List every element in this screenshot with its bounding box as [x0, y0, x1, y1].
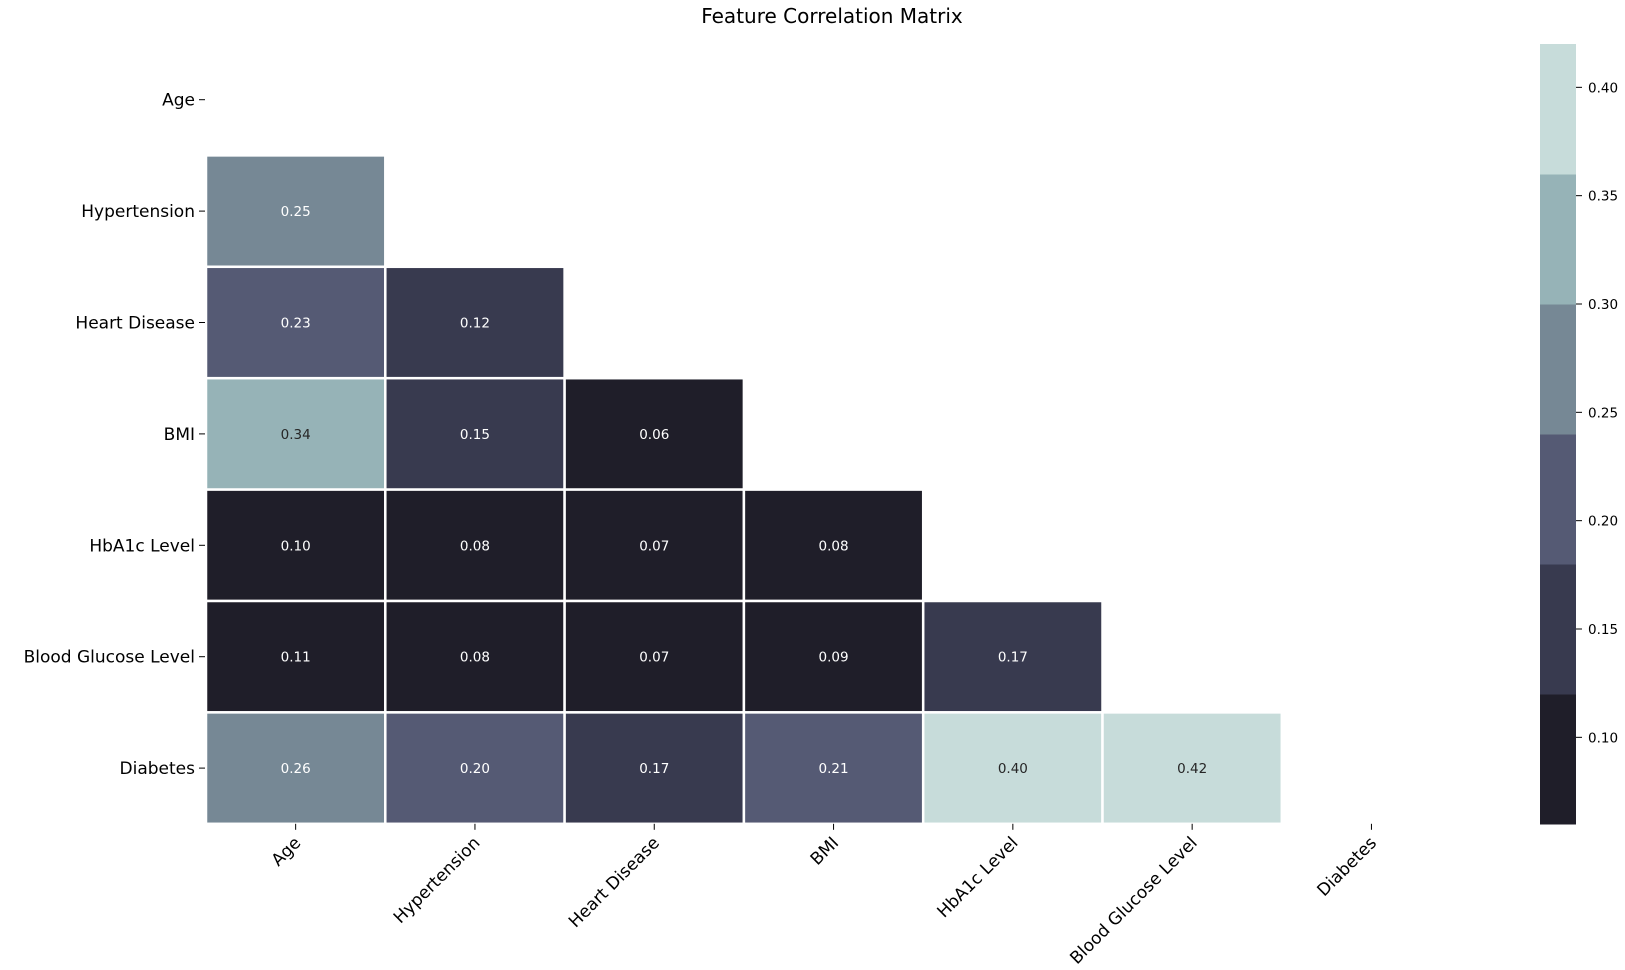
- heatmap-cells: 0.25 0.23 0.12 0.34 0.15 0.06 0.10 0.08 0.07 0.08…: [204, 154, 1284, 826]
- cell-value-label: 0.17: [639, 761, 669, 777]
- x-tick-label-heart-disease: Heart Disease: [565, 833, 664, 932]
- heatmap-cell-hba1c-level-bmi: [742, 488, 925, 603]
- heatmap-cell-diabetes-blood-glucose-level: [1101, 711, 1284, 826]
- heatmap-cell-diabetes-hypertension: [384, 711, 566, 826]
- y-tick-label-bmi: BMI: [164, 425, 195, 445]
- y-tick-label-hba1c-level: HbA1c Level: [89, 536, 195, 556]
- colorbar-tick-label: 0.30: [1588, 297, 1618, 313]
- x-tick-label-diabetes: Diabetes: [1313, 833, 1381, 901]
- colorbar-tick-label: 0.35: [1588, 189, 1618, 205]
- cell-value-label: 0.17: [998, 650, 1028, 666]
- cell-value-label: 0.42: [1177, 761, 1207, 777]
- colorbar-segment: [1540, 44, 1576, 175]
- colorbar-tick-label: 0.10: [1588, 730, 1618, 746]
- cell-value-label: 0.08: [460, 650, 490, 666]
- cell-value-label: 0.10: [281, 538, 311, 554]
- colorbar-tick-label: 0.25: [1588, 405, 1618, 421]
- colorbar-segment: [1540, 694, 1576, 825]
- cell-value-label: 0.15: [460, 427, 490, 443]
- colorbar: 0.10 0.15 0.20 0.25 0.30 0.35 0.40: [1540, 44, 1618, 825]
- cell-value-label: 0.25: [281, 204, 311, 220]
- colorbar-segment: [1540, 174, 1576, 305]
- chart-title: Feature Correlation Matrix: [701, 4, 963, 28]
- x-tick-label-blood-glucose-level: Blood Glucose Level: [1066, 833, 1201, 968]
- colorbar-segment: [1540, 304, 1576, 435]
- y-tick-label-hypertension: Hypertension: [81, 202, 195, 222]
- cell-value-label: 0.07: [639, 650, 669, 666]
- cell-value-label: 0.08: [819, 538, 849, 554]
- heatmap-cell-bmi-heart-disease: [563, 376, 746, 491]
- y-tick-label-blood-glucose-level: Blood Glucose Level: [24, 648, 195, 668]
- cell-value-label: 0.06: [639, 427, 669, 443]
- y-tick-label-heart-disease: Heart Disease: [75, 314, 195, 334]
- colorbar-tick-label: 0.15: [1588, 622, 1618, 638]
- x-tick-label-hypertension: Hypertension: [390, 833, 485, 928]
- cell-value-label: 0.08: [460, 538, 490, 554]
- cell-value-label: 0.40: [998, 761, 1028, 777]
- heatmap-cell-hba1c-level-hypertension: [384, 488, 566, 603]
- colorbar-tick-label: 0.20: [1588, 514, 1618, 530]
- x-tick-label-bmi: BMI: [807, 833, 843, 869]
- heatmap-cell-diabetes-bmi: [742, 711, 925, 826]
- y-tick-label-age: Age: [162, 91, 195, 111]
- cell-value-label: 0.12: [460, 316, 490, 332]
- y-tick-label-diabetes: Diabetes: [120, 759, 196, 779]
- colorbar-segment: [1540, 564, 1576, 695]
- cell-value-label: 0.26: [281, 761, 311, 777]
- heatmap-cell-diabetes-age: [204, 711, 387, 826]
- x-tick-label-hba1c-level: HbA1c Level: [934, 833, 1023, 922]
- heatmap-cell-diabetes-hba1c-level: [921, 711, 1104, 826]
- heatmap-cell-diabetes-heart-disease: [563, 711, 746, 826]
- x-tick-label-age: Age: [268, 833, 305, 870]
- cell-value-label: 0.23: [281, 316, 311, 332]
- heatmap-cell-blood-glucose-level-hypertension: [384, 599, 566, 714]
- cell-value-label: 0.09: [819, 650, 849, 666]
- heatmap-cell-hypertension-age: [204, 154, 387, 269]
- colorbar-tick-label: 0.40: [1588, 80, 1618, 96]
- heatmap-cell-blood-glucose-level-bmi: [742, 599, 925, 714]
- cell-value-label: 0.34: [281, 427, 311, 443]
- cell-value-label: 0.07: [639, 538, 669, 554]
- cell-value-label: 0.20: [460, 761, 490, 777]
- y-axis: Age Hypertension Heart Disease BMI HbA1c Lev…: [24, 91, 205, 779]
- heatmap-cell-heart-disease-age: [204, 265, 387, 380]
- x-axis: Age Hypertension Heart Disease BMI HbA1c Lev…: [268, 823, 1381, 969]
- colorbar-segment: [1540, 434, 1576, 565]
- heatmap-cell-heart-disease-hypertension: [384, 265, 566, 380]
- cell-value-label: 0.11: [281, 650, 311, 666]
- cell-value-label: 0.21: [819, 761, 849, 777]
